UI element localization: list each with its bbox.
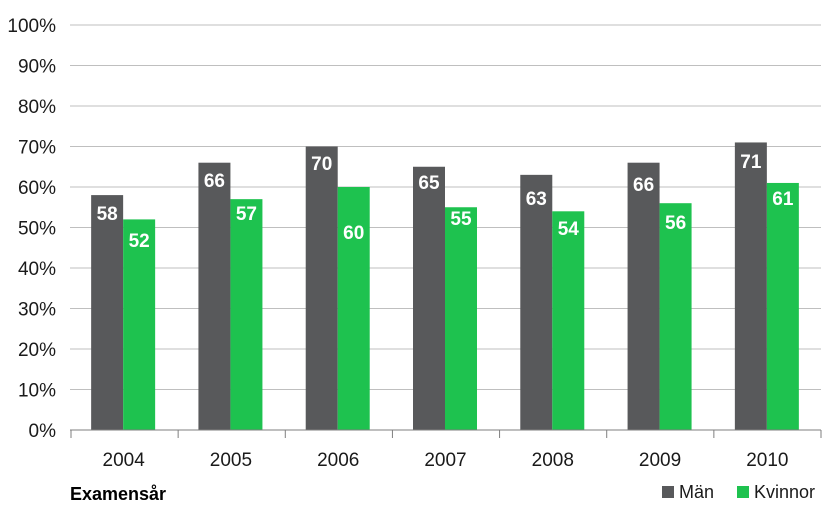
data-label: 63 bbox=[526, 189, 547, 210]
x-tick-label: 2005 bbox=[210, 450, 252, 471]
data-label: 57 bbox=[236, 204, 257, 225]
data-label: 61 bbox=[772, 189, 794, 210]
bar-kvinnor-2006 bbox=[337, 187, 370, 430]
bar-kvinnor-2005 bbox=[230, 199, 263, 430]
bars: 58 52 66 57 70 60 65 55 63 54 66 56 71 61 bbox=[91, 142, 799, 430]
y-tick-label: 10% bbox=[18, 381, 56, 402]
x-tick-label: 2010 bbox=[746, 450, 788, 471]
y-tick-label: 40% bbox=[18, 259, 56, 280]
y-tick-label: 50% bbox=[18, 219, 56, 240]
bar-kvinnor-2007 bbox=[445, 207, 477, 430]
x-tick-label: 2008 bbox=[532, 450, 574, 471]
y-axis-ticks: 0% 10% 20% 30% 40% 50% 60% 70% 80% 90% 100% bbox=[7, 16, 56, 442]
legend-swatch-man bbox=[662, 486, 674, 498]
x-axis: 2004 2005 2006 2007 2008 2009 2010 bbox=[70, 429, 822, 471]
bar-kvinnor-2009 bbox=[659, 203, 692, 430]
data-label: 52 bbox=[129, 231, 150, 252]
bar-kvinnor-2008 bbox=[552, 211, 585, 430]
bar-man-2009 bbox=[627, 162, 660, 430]
legend-swatch-kvinnor bbox=[737, 486, 749, 498]
y-tick-label: 60% bbox=[18, 178, 56, 199]
bar-kvinnor-2004 bbox=[123, 219, 156, 430]
data-label: 65 bbox=[418, 173, 440, 194]
x-tick-label: 2009 bbox=[639, 450, 681, 471]
bar-man-2010 bbox=[734, 142, 767, 430]
y-tick-label: 0% bbox=[29, 421, 57, 442]
data-label: 58 bbox=[97, 204, 118, 225]
y-tick-label: 100% bbox=[7, 16, 56, 37]
y-tick-label: 90% bbox=[18, 57, 56, 78]
x-tick-label: 2006 bbox=[317, 450, 359, 471]
bar-man-2004 bbox=[91, 195, 124, 430]
y-tick-label: 80% bbox=[18, 97, 56, 118]
data-label: 54 bbox=[558, 219, 580, 240]
data-label: 66 bbox=[633, 175, 654, 196]
legend-label-man: Män bbox=[679, 482, 714, 502]
x-tick-label: 2007 bbox=[424, 450, 466, 471]
data-label: 55 bbox=[450, 209, 472, 230]
y-tick-label: 30% bbox=[18, 300, 56, 321]
x-axis-label: Examensår bbox=[70, 484, 166, 504]
y-tick-label: 70% bbox=[18, 138, 56, 159]
data-label: 56 bbox=[665, 213, 686, 234]
x-tick-label: 2004 bbox=[103, 450, 146, 471]
data-label: 71 bbox=[740, 152, 762, 173]
data-label: 60 bbox=[343, 223, 364, 244]
legend-label-kvinnor: Kvinnor bbox=[754, 482, 815, 502]
bar-man-2006 bbox=[305, 146, 338, 430]
bar-man-2007 bbox=[413, 166, 445, 430]
bar-kvinnor-2010 bbox=[766, 182, 799, 430]
legend: Män Kvinnor bbox=[662, 482, 815, 502]
y-tick-label: 20% bbox=[18, 340, 56, 361]
bar-man-2005 bbox=[198, 162, 231, 430]
bar-man-2008 bbox=[520, 174, 553, 430]
data-label: 66 bbox=[204, 171, 225, 192]
data-label: 70 bbox=[311, 154, 332, 175]
